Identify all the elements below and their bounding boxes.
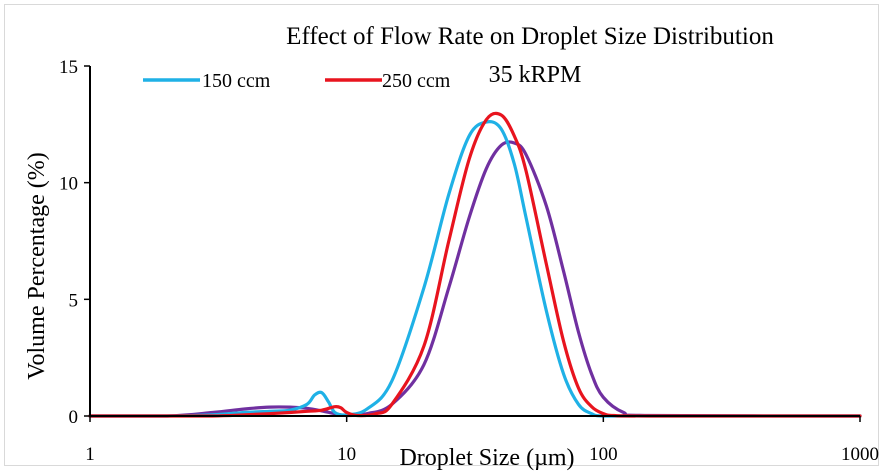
legend-label-2: 250 ccm (382, 70, 451, 92)
chart-title: Effect of Flow Rate on Droplet Size Dist… (286, 23, 774, 50)
chart-subtitle: 35 kRPM (489, 62, 582, 88)
legend: 150 ccm 250 ccm (143, 70, 451, 92)
series-line-2 (88, 111, 862, 418)
series-layer (88, 111, 862, 418)
series-line-3 (88, 140, 862, 418)
x-tick-label: 100 (589, 444, 618, 465)
x-tick-label: 1000 (841, 444, 879, 465)
legend-label-1: 150 ccm (202, 70, 271, 92)
y-tick-label: 0 (69, 407, 79, 428)
ticks-layer: 1 10 100 1000 0 5 10 15 (59, 57, 879, 465)
y-tick-label: 15 (59, 57, 78, 78)
series-line-1 (88, 120, 862, 418)
x-tick-label: 10 (337, 444, 356, 465)
y-axis-title: Volume Percentage (%) (24, 152, 50, 379)
x-axis-title: Droplet Size (µm) (399, 445, 574, 471)
x-tick-label: 1 (85, 444, 95, 465)
y-tick-label: 5 (69, 290, 79, 311)
y-tick-label: 10 (59, 174, 78, 195)
